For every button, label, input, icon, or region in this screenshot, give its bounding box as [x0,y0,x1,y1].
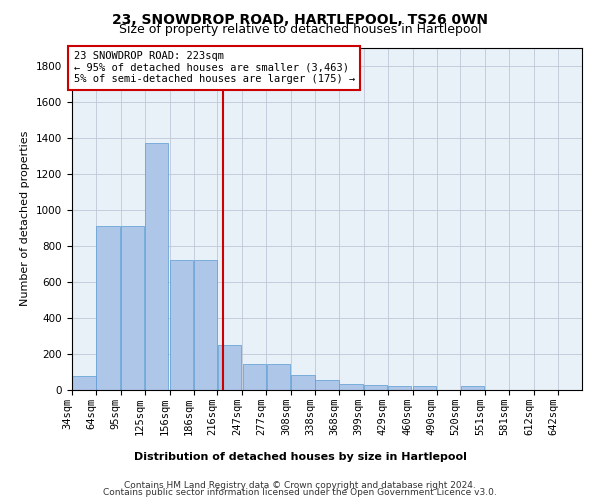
Text: 23, SNOWDROP ROAD, HARTLEPOOL, TS26 0WN: 23, SNOWDROP ROAD, HARTLEPOOL, TS26 0WN [112,12,488,26]
Bar [170,260,193,390]
Text: Size of property relative to detached houses in Hartlepool: Size of property relative to detached ho… [119,22,481,36]
Text: Distribution of detached houses by size in Hartlepool: Distribution of detached houses by size … [134,452,466,462]
Bar [292,374,314,390]
Y-axis label: Number of detached properties: Number of detached properties [20,131,31,306]
Bar [461,386,484,390]
Text: Contains HM Land Registry data © Crown copyright and database right 2024.: Contains HM Land Registry data © Crown c… [124,480,476,490]
Bar [194,260,217,390]
Bar [388,386,412,390]
Bar [413,386,436,390]
Bar [145,143,169,390]
Bar [97,226,119,390]
Bar [364,384,388,390]
Bar [121,226,145,390]
Bar [316,380,338,390]
Bar [73,376,95,390]
Bar [242,364,266,390]
Text: Contains public sector information licensed under the Open Government Licence v3: Contains public sector information licen… [103,488,497,497]
Text: 23 SNOWDROP ROAD: 223sqm
← 95% of detached houses are smaller (3,463)
5% of semi: 23 SNOWDROP ROAD: 223sqm ← 95% of detach… [74,51,355,84]
Bar [340,384,362,390]
Bar [218,345,241,390]
Bar [266,364,290,390]
